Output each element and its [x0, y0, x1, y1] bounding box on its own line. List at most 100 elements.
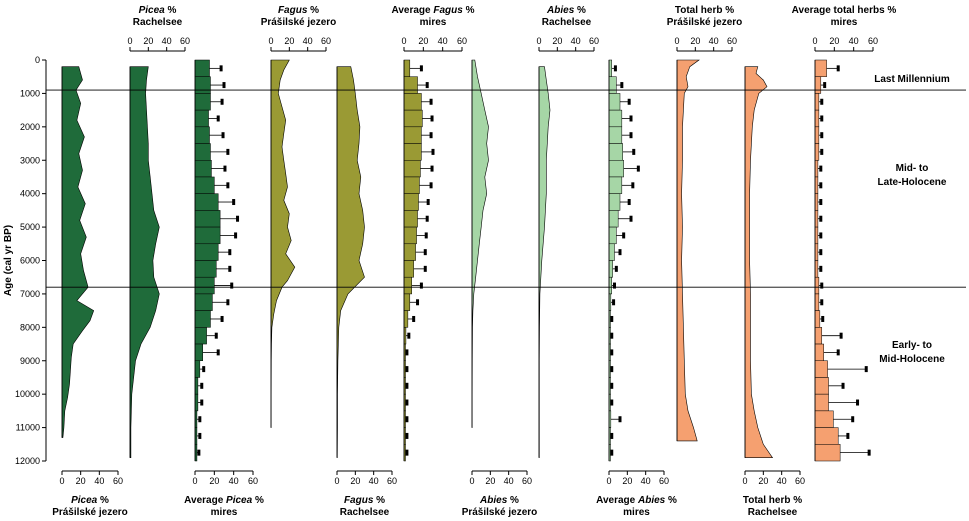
title-unit: %: [665, 495, 677, 506]
panel-fagus-pras: 0 20 40 60 Fagus %Prášilské jezero: [261, 5, 336, 428]
title-unit: %: [507, 495, 519, 506]
error-cap: [613, 282, 616, 289]
title-taxon: Picea: [139, 5, 166, 16]
x-tick-label: 60: [457, 36, 467, 46]
bar: [403, 276, 412, 295]
x-tick-label: 40: [849, 36, 859, 46]
bar: [194, 160, 212, 178]
y-tick-label: 6000: [20, 256, 40, 266]
error-cap: [429, 98, 433, 105]
bar: [608, 160, 624, 178]
bar: [814, 360, 828, 378]
error-cap: [627, 199, 631, 206]
bar: [194, 59, 210, 77]
y-tick-label: 2000: [20, 122, 40, 132]
error-cap: [405, 416, 409, 423]
title-part: Total herb %: [743, 495, 802, 506]
error-cap: [627, 98, 631, 105]
error-cap: [819, 232, 823, 239]
error-cap: [622, 232, 626, 239]
y-axis: 0 1000 2000 3000 4000 5000 6000 7000 8000 9000 100…: [3, 55, 47, 466]
error-cap: [232, 199, 236, 206]
error-cap: [221, 132, 225, 139]
bar: [194, 260, 217, 278]
x-tick-label: 40: [709, 36, 719, 46]
y-tick-label: 3000: [20, 155, 40, 165]
bar: [608, 193, 621, 211]
x-tick-label: 40: [303, 36, 313, 46]
title-part: Total herb %: [675, 5, 734, 16]
area-herb-rach: [744, 66, 774, 459]
x-tick-label: 40: [229, 476, 239, 486]
error-cap: [429, 132, 433, 139]
title-part: Average: [184, 495, 226, 506]
panel-herb-mires: 0 20 40 60 Average total herbs %mires: [792, 5, 896, 462]
bar: [403, 109, 423, 128]
bar: [608, 93, 621, 111]
error-cap: [405, 449, 409, 456]
bar: [814, 444, 841, 462]
bar: [194, 76, 211, 94]
error-cap: [430, 115, 434, 122]
x-tick-label: 20: [485, 476, 495, 486]
title-part: Average: [392, 5, 434, 16]
bar: [814, 143, 820, 161]
bar: [814, 93, 820, 111]
zone-label: Late-Holocene: [878, 177, 947, 188]
bar: [403, 93, 422, 111]
error-cap: [631, 182, 635, 189]
title-unit: %: [307, 5, 319, 16]
bar: [814, 160, 819, 178]
panel-title: Average Abies %: [596, 495, 677, 506]
y-tick-label: 5000: [20, 222, 40, 232]
bar: [814, 393, 829, 412]
x-tick-label: 20: [209, 476, 219, 486]
error-cap: [219, 65, 223, 72]
bar: [194, 193, 219, 211]
bar: [608, 109, 623, 128]
error-cap: [424, 232, 428, 239]
bar: [608, 243, 615, 261]
bar: [194, 360, 201, 378]
x-tick-label: 20: [622, 476, 632, 486]
bar: [814, 59, 827, 77]
error-cap: [629, 132, 633, 139]
panel-title: Average Picea %: [184, 495, 264, 506]
bar: [814, 210, 819, 228]
panel-picea-rach: 0 20 40 60 Picea %Rachelsee: [127, 5, 190, 459]
area-fagus-pras: [270, 59, 296, 428]
x-tick-label: 40: [162, 36, 172, 46]
x-tick-label: 60: [321, 36, 331, 46]
title-unit: %: [165, 5, 177, 16]
x-tick-label: 60: [868, 36, 878, 46]
x-tick-label: 20: [76, 476, 86, 486]
bar: [608, 76, 617, 94]
y-tick-label: 9000: [20, 356, 40, 366]
y-tick-label: 8000: [20, 322, 40, 332]
bar: [194, 210, 221, 228]
error-cap: [197, 449, 201, 456]
y-axis-label: Age (cal yr BP): [3, 225, 14, 296]
x-tick-label: 0: [401, 36, 406, 46]
bar: [403, 176, 420, 194]
bar: [814, 310, 821, 328]
bar: [403, 226, 417, 245]
error-cap: [820, 299, 824, 306]
title-unit: %: [574, 5, 586, 16]
panel-subtitle: mires: [623, 507, 650, 518]
error-cap: [405, 432, 409, 439]
error-cap: [632, 148, 636, 155]
panel-abies-rach: 0 20 40 60 Abies %Rachelsee: [536, 5, 599, 459]
x-tick-label: 40: [571, 36, 581, 46]
error-cap: [222, 82, 226, 89]
error-cap: [610, 382, 614, 389]
error-cap: [839, 332, 843, 339]
zone-label: Early- to: [892, 340, 932, 351]
error-cap: [431, 148, 435, 155]
bar: [403, 160, 421, 178]
panel-subtitle: mires: [211, 507, 238, 518]
bar: [608, 276, 612, 295]
